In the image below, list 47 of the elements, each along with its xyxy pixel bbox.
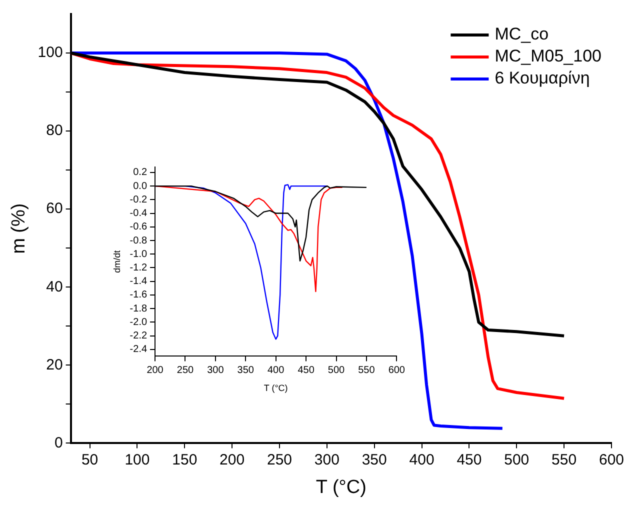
y-tick-label: 80 (46, 122, 63, 140)
y-tick-label: -1.2 (130, 262, 148, 274)
y-tick-label: -2.2 (130, 330, 148, 342)
y-tick-label: -0.2 (130, 194, 148, 206)
x-tick-label: 450 (298, 364, 315, 376)
x-tick-label: 500 (328, 364, 346, 376)
x-tick-label: 300 (314, 451, 340, 468)
x-tick-label: 200 (220, 451, 245, 468)
y-tick-label: 0.0 (133, 180, 148, 192)
x-tick-label: 300 (207, 364, 224, 376)
x-tick-label: 550 (358, 364, 376, 376)
y-tick-label: -0.6 (130, 222, 148, 233)
y-tick-label: -2.4 (130, 344, 148, 356)
y-axis-title: dm/dt (112, 250, 122, 273)
legend-label: MC_co (494, 24, 549, 44)
y-tick-label: 0.2 (133, 167, 148, 178)
y-tick-label: 20 (46, 356, 63, 374)
legend-label: 6 Κουμαρίνη (494, 68, 590, 88)
x-tick-label: 400 (268, 364, 285, 376)
x-tick-label: 600 (388, 364, 406, 376)
x-tick-label: 250 (266, 451, 292, 468)
y-axis-title: m (%) (8, 203, 30, 254)
y-tick-label: 100 (38, 44, 63, 62)
y-tick-label: 40 (46, 278, 63, 296)
x-tick-label: 550 (552, 451, 577, 468)
x-tick-label: 200 (146, 364, 164, 376)
y-tick-label: 60 (46, 200, 63, 218)
y-tick-label: -2.0 (130, 316, 148, 328)
x-tick-label: 250 (176, 364, 194, 376)
y-tick-label: -1.8 (130, 303, 148, 314)
y-tick-label: -0.4 (130, 208, 148, 220)
y-tick-label: -1.0 (130, 248, 148, 260)
y-tick-label: -1.6 (130, 290, 148, 301)
y-tick-label: -0.8 (130, 235, 148, 246)
legend-label: MC_M05_100 (494, 46, 602, 66)
x-tick-label: 600 (598, 451, 624, 468)
x-tick-label: 350 (362, 451, 387, 468)
x-tick-label: 450 (456, 451, 482, 468)
x-axis-title: T (°C) (316, 476, 366, 498)
y-tick-label: 0 (54, 434, 63, 452)
x-tick-label: 500 (504, 451, 530, 468)
x-tick-label: 50 (81, 451, 98, 468)
x-axis-title: T (°C) (264, 383, 288, 394)
x-tick-label: 350 (237, 364, 254, 376)
y-tick-label: -1.4 (130, 276, 148, 288)
x-tick-label: 150 (172, 451, 198, 468)
x-tick-label: 400 (409, 451, 434, 468)
